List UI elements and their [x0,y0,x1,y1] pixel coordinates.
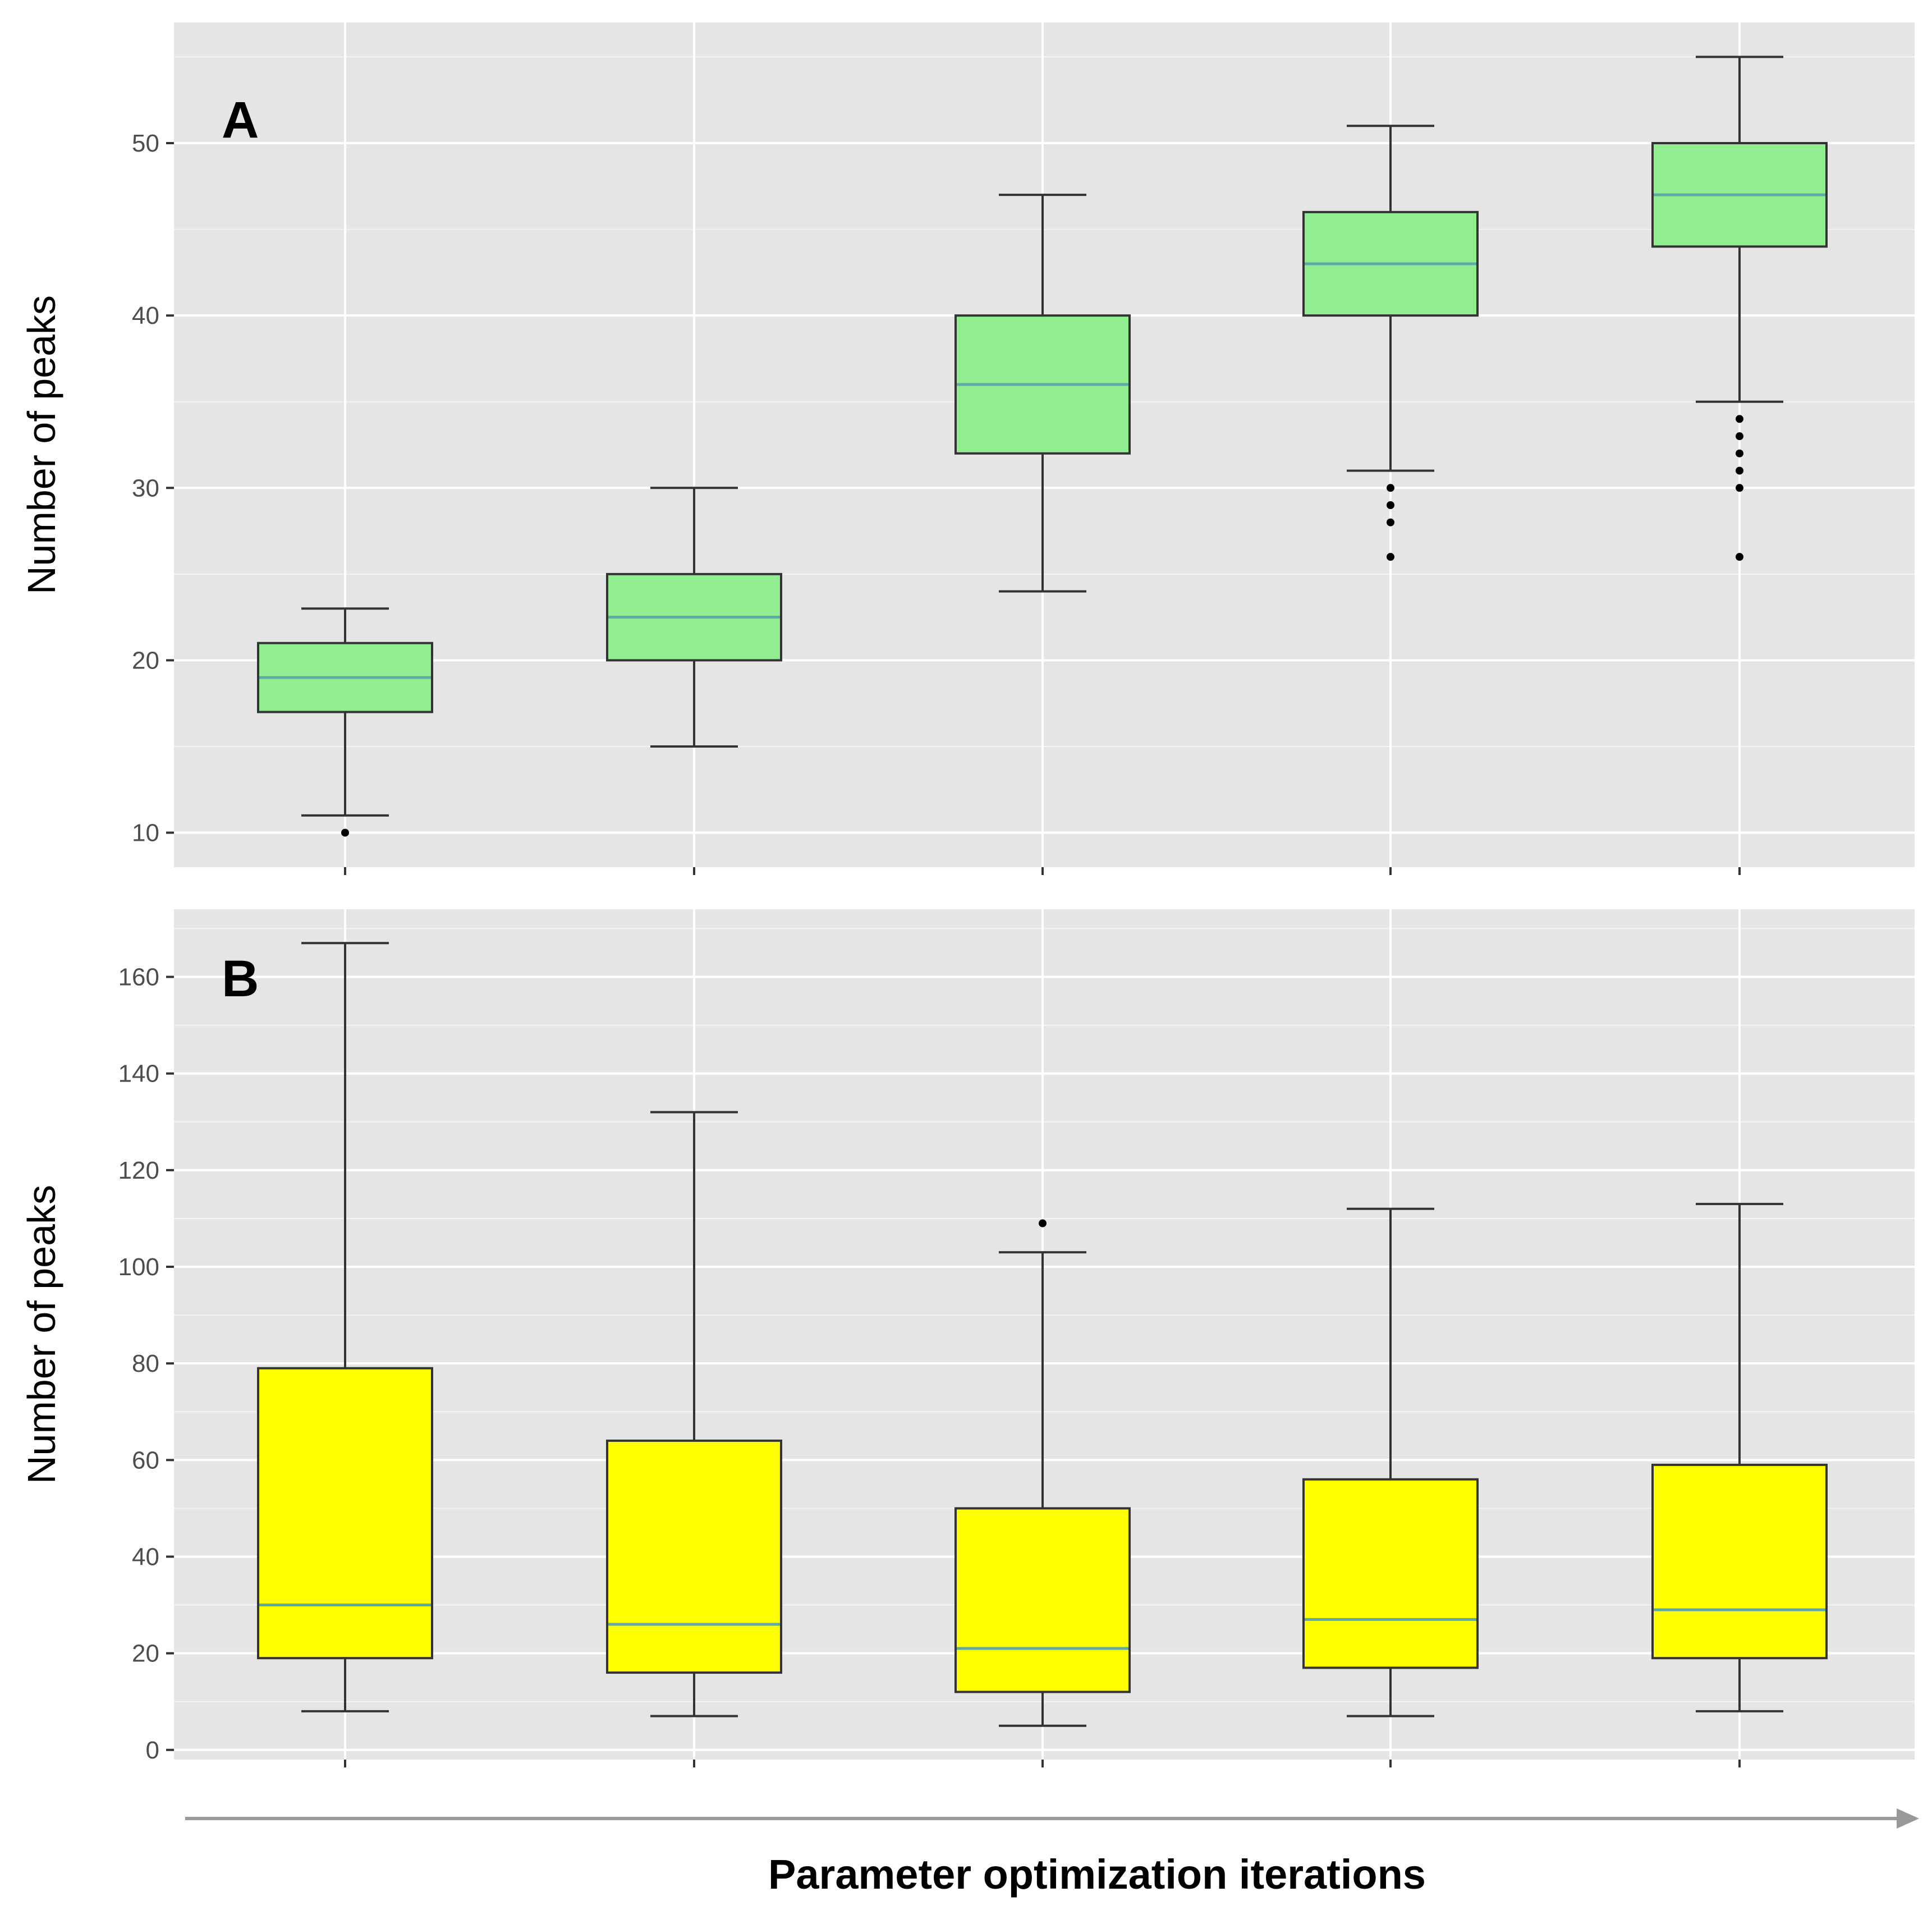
outlier-point [1736,466,1743,475]
y-tick-label: 30 [132,474,159,502]
iqr-box [1651,1463,1828,1660]
outlier-point [341,828,349,837]
y-tick-label: 20 [132,647,159,674]
box-5 [1651,56,1828,561]
box-4 [1302,125,1479,561]
y-tick-label: 60 [132,1446,159,1474]
iqr-box [1302,1478,1479,1669]
y-tick-label: 20 [132,1640,159,1668]
x-axis-arrow-head [1897,1808,1919,1829]
iqr-box [606,1439,782,1674]
outlier-point [1039,1219,1047,1227]
y-tick-label: 120 [118,1157,159,1184]
box-1 [257,942,433,1712]
y-tick-label: 100 [118,1253,159,1281]
box-1 [257,607,433,837]
y-axis-title: Number of peaks [20,1185,63,1484]
outlier-point [1387,501,1394,509]
y-tick-label: 160 [118,964,159,991]
outlier-point [1736,449,1743,457]
outlier-point [1736,553,1743,561]
y-tick-label: 0 [146,1737,159,1764]
outlier-point [1387,518,1394,526]
y-tick-label: 10 [132,819,159,847]
outlier-point [1736,484,1743,492]
y-axis-title: Number of peaks [20,295,63,594]
box-3 [954,1219,1131,1727]
y-tick-label: 140 [118,1060,159,1088]
y-tick-label: 40 [132,1543,159,1570]
y-tick-label: 50 [132,130,159,157]
box-4 [1302,1207,1479,1717]
outlier-point [1736,432,1743,441]
iqr-box [257,1367,433,1660]
panel-label: B [222,950,259,1007]
outlier-point [1736,415,1743,423]
panel-a: 10 20 30 40 50 A Number of peaks [20,22,1915,875]
box-5 [1651,1203,1828,1712]
box-2 [606,1111,782,1717]
panel-b: 0 20 40 60 80 100 120 140 160 B Number of peaks [20,909,1915,1767]
panel-label: A [222,91,259,149]
outlier-point [1387,553,1394,561]
x-axis-title: Parameter optimization iterations [768,1851,1426,1898]
iqr-box [954,1507,1131,1693]
box-2 [606,487,782,748]
y-tick-label: 80 [132,1350,159,1377]
y-tick-label: 40 [132,302,159,329]
box-3 [954,194,1131,593]
outlier-point [1387,484,1394,492]
